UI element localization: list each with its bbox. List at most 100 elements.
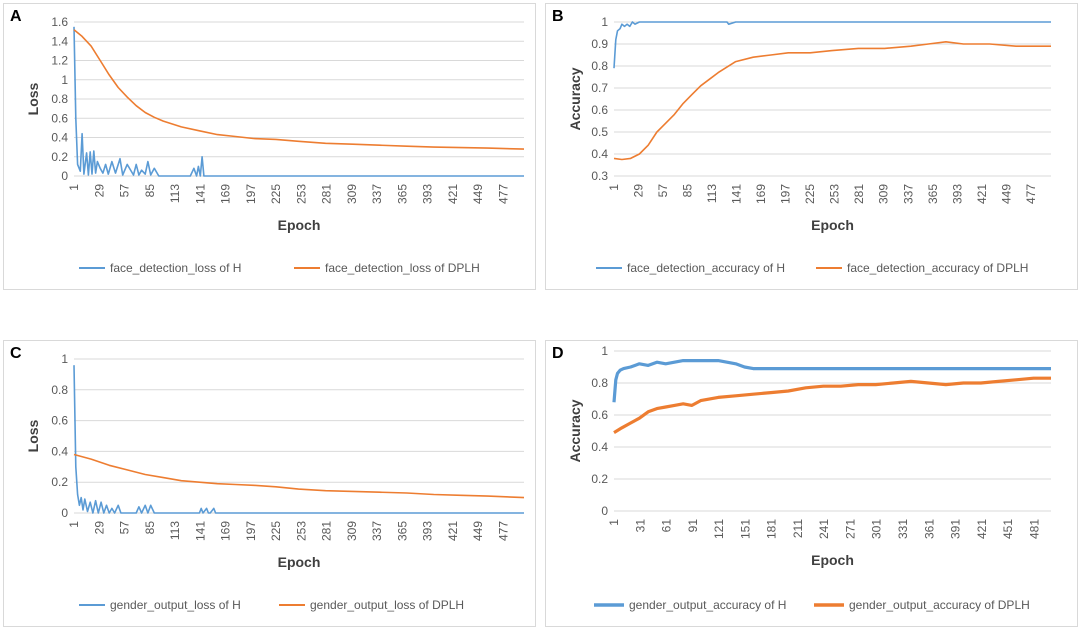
y-tick-label: 0.7 <box>591 81 608 95</box>
y-tick-label: 1.2 <box>51 54 68 68</box>
x-tick-label: 197 <box>244 521 258 541</box>
series-line-dplh <box>613 376 1051 434</box>
y-tick-label: 0.8 <box>51 92 68 106</box>
panel-letter-a: A <box>10 8 22 25</box>
x-tick-label: 449 <box>999 184 1013 204</box>
x-tick-label: 61 <box>660 519 674 533</box>
x-tick-label: 29 <box>632 184 646 198</box>
x-tick-label: 169 <box>219 184 233 204</box>
y-tick-label: 1 <box>61 352 68 366</box>
x-tick-label: 393 <box>421 521 435 541</box>
x-tick-label: 331 <box>896 519 910 539</box>
x-tick-label: 365 <box>395 184 409 204</box>
y-axis-title: Accuracy <box>567 67 583 130</box>
y-tick-label: 0.3 <box>591 169 608 183</box>
y-tick-label: 0.2 <box>51 150 68 164</box>
x-tick-label: 253 <box>828 184 842 204</box>
series-line-h <box>612 359 1051 403</box>
x-tick-label: 337 <box>370 521 384 541</box>
legend-label: gender_output_loss of H <box>110 598 241 612</box>
chart-a-svg: 0 0.2 0.4 0.6 0.8 1 1.2 1.4 1.6 1 29 57 85 113 141 169 1… <box>25 15 525 275</box>
x-tick-label: 57 <box>118 521 132 535</box>
x-tick-label: 57 <box>656 184 670 198</box>
y-tick-label: 0.2 <box>591 472 608 486</box>
legend-label: face_detection_loss of H <box>110 261 241 275</box>
x-tick-label: 151 <box>738 519 752 539</box>
y-axis-title: Accuracy <box>567 399 583 462</box>
x-tick-label: 281 <box>852 184 866 204</box>
x-tick-label: 113 <box>168 184 182 203</box>
x-tick-label: 271 <box>843 519 857 539</box>
y-tick-label: 0.6 <box>51 414 68 428</box>
x-tick-label: 481 <box>1027 519 1041 539</box>
y-axis-title: Loss <box>25 82 41 115</box>
x-tick-label: 29 <box>92 521 106 535</box>
x-tick-label: 309 <box>345 184 359 204</box>
chart-c-svg: 0 0.2 0.4 0.6 0.8 1 1 29 57 85 113 141 169 197 225 253 2… <box>25 352 525 612</box>
y-tick-label: 0.6 <box>591 408 608 422</box>
y-tick-label: 1 <box>601 15 608 29</box>
x-tick-label: 169 <box>219 521 233 541</box>
y-tick-label: 0.2 <box>51 475 68 489</box>
y-tick-label: 0.6 <box>591 103 608 117</box>
y-tick-label: 0.4 <box>51 444 68 458</box>
x-tick-label: 225 <box>803 184 817 204</box>
x-tick-label: 169 <box>754 184 768 204</box>
x-tick-label: 241 <box>817 519 831 539</box>
y-tick-label: 0.4 <box>591 147 608 161</box>
legend-label: gender_output_loss of DPLH <box>310 598 464 612</box>
x-axis-title: Epoch <box>811 552 854 568</box>
series-line-dplh <box>73 29 525 150</box>
y-tick-label: 0.8 <box>591 376 608 390</box>
x-tick-label: 281 <box>320 521 334 541</box>
panel-letter-b: B <box>552 8 564 25</box>
x-tick-label: 477 <box>1024 184 1038 204</box>
x-tick-label: 1 <box>67 521 81 528</box>
x-axis-title: Epoch <box>811 217 854 233</box>
x-tick-label: 365 <box>395 521 409 541</box>
x-tick-label: 141 <box>730 184 744 204</box>
x-tick-label: 29 <box>92 184 106 198</box>
x-tick-label: 1 <box>607 184 621 191</box>
chart-b-svg: 0.3 0.4 0.5 0.6 0.7 0.8 0.9 1 1 29 57 85 113 141 169 19… <box>567 15 1051 275</box>
x-tick-label: 211 <box>791 519 805 538</box>
y-tick-label: 0 <box>61 506 68 520</box>
x-tick-label: 85 <box>143 184 157 198</box>
x-tick-label: 85 <box>143 521 157 535</box>
y-tick-label: 0.5 <box>591 125 608 139</box>
x-tick-label: 391 <box>949 519 963 539</box>
series-line-dplh <box>73 453 525 499</box>
legend-label: gender_output_accuracy of H <box>629 598 786 612</box>
y-tick-label: 0.4 <box>591 440 608 454</box>
legend-label: gender_output_accuracy of DPLH <box>849 598 1030 612</box>
y-tick-label: 0 <box>61 169 68 183</box>
y-tick-label: 0.9 <box>591 37 608 51</box>
series-line-h <box>73 26 524 177</box>
y-tick-label: 1 <box>601 344 608 358</box>
legend-label: face_detection_accuracy of DPLH <box>847 261 1028 275</box>
y-tick-label: 0.8 <box>591 59 608 73</box>
y-tick-label: 0.4 <box>51 131 68 145</box>
x-tick-label: 301 <box>870 519 884 539</box>
y-tick-label: 1 <box>61 73 68 87</box>
x-tick-label: 113 <box>168 521 182 540</box>
legend-label: face_detection_accuracy of H <box>627 261 785 275</box>
y-tick-label: 1.4 <box>51 34 68 48</box>
chart-d-svg: 0 0.2 0.4 0.6 0.8 1 1 31 61 91 121 151 181 211 241 271 3… <box>567 344 1051 612</box>
x-tick-label: 57 <box>118 184 132 198</box>
x-tick-label: 281 <box>320 184 334 204</box>
x-tick-label: 253 <box>294 521 308 541</box>
x-tick-label: 451 <box>1001 519 1015 539</box>
x-tick-label: 421 <box>446 521 460 541</box>
x-tick-label: 141 <box>193 521 207 541</box>
x-tick-label: 337 <box>370 184 384 204</box>
y-tick-label: 1.6 <box>51 15 68 29</box>
x-tick-label: 449 <box>471 184 485 204</box>
x-tick-label: 477 <box>496 184 510 204</box>
x-tick-label: 449 <box>471 521 485 541</box>
x-tick-label: 91 <box>686 519 700 533</box>
chart-panel-a: A 0 0.2 0.4 0.6 0.8 1 1.2 1.4 1.6 1 29 57 85 113 141 16… <box>3 3 536 290</box>
x-tick-label: 361 <box>922 519 936 539</box>
y-tick-label: 0.8 <box>51 383 68 397</box>
x-tick-label: 421 <box>975 519 989 539</box>
